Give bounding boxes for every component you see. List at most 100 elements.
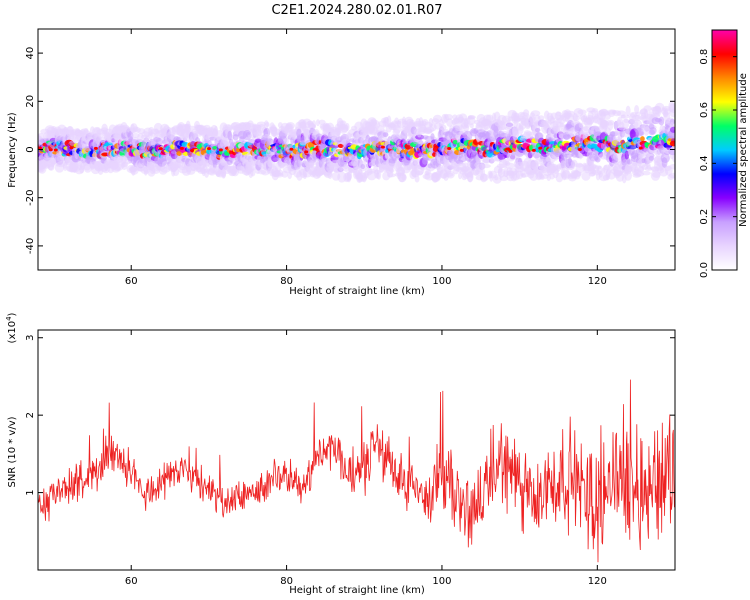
heatmap-cell: [382, 132, 389, 138]
snr-y-label: SNR (10 * v/v): [7, 416, 18, 487]
heatmap-cell: [635, 115, 640, 120]
heatmap-x-ticks: 60 80 100 120: [125, 29, 607, 287]
heatmap-cell: [247, 120, 254, 127]
heatmap-cell: [624, 150, 630, 160]
heatmap-cell: [505, 122, 514, 127]
heatmap-peak-cell: [93, 146, 98, 150]
heatmap-cell: [607, 121, 614, 131]
heatmap-peak-cell: [38, 146, 42, 150]
heatmap-cell: [265, 121, 270, 127]
snr-x-tick-label: 100: [432, 576, 451, 587]
heatmap-cell: [481, 163, 491, 169]
heatmap-cell: [648, 155, 655, 161]
heatmap-cell: [232, 134, 239, 141]
colorbar-gradient: [711, 29, 738, 271]
heatmap-cell: [524, 118, 530, 124]
heatmap-y-ticks: -40 -20 0 20 40: [25, 47, 675, 254]
heatmap-y-tick-label: -20: [25, 190, 36, 206]
heatmap-cell: [500, 120, 505, 131]
heatmap-cell: [439, 124, 447, 131]
heatmap-cell: [522, 109, 530, 117]
heatmap-cell: [481, 146, 486, 152]
heatmap-cell: [559, 123, 564, 130]
heatmap-cell: [638, 131, 645, 136]
heatmap-cell: [172, 167, 180, 177]
heatmap-cell: [462, 124, 470, 132]
colorbar-tick-label: 0.4: [699, 155, 710, 171]
heatmap-cell: [623, 118, 630, 124]
heatmap-cell: [578, 122, 584, 129]
heatmap-cell: [285, 122, 296, 130]
snr-y-ticks: 1 2 3: [25, 335, 675, 496]
heatmap-peak-cell: [638, 146, 643, 150]
heatmap-cell: [649, 127, 657, 135]
heatmap-peak-cell: [304, 150, 309, 154]
snr-frame: [37, 329, 676, 571]
heatmap-cell: [669, 126, 675, 133]
heatmap-cell: [643, 105, 652, 112]
heatmap-cell: [591, 108, 599, 113]
heatmap-x-tick-label: 120: [588, 276, 607, 287]
heatmap-cell: [375, 172, 380, 180]
snr-x-ticks: 60 80 100 120: [125, 330, 607, 587]
heatmap-cell: [283, 137, 290, 144]
heatmap-cell: [658, 116, 665, 126]
heatmap-cell: [668, 172, 675, 179]
heatmap-cell: [469, 123, 474, 129]
heatmap-blobs: [38, 101, 675, 184]
heatmap-peak-cell: [447, 146, 452, 150]
heatmap-peak-cell: [380, 145, 385, 149]
heatmap-cell: [669, 163, 675, 170]
heatmap-peak-cell: [48, 148, 53, 152]
heatmap-cell: [227, 130, 233, 141]
snr-x-tick-label: 60: [125, 576, 138, 587]
heatmap-cell: [311, 120, 317, 130]
heatmap-cell: [577, 109, 587, 115]
heatmap-cell: [389, 168, 395, 173]
heatmap-cell: [625, 105, 631, 117]
heatmap-cell: [414, 175, 420, 183]
heatmap-cell: [387, 162, 395, 170]
heatmap-cell: [511, 151, 516, 158]
heatmap-peak-cell: [459, 148, 464, 152]
heatmap-peak-cell: [577, 148, 582, 152]
heatmap-cell: [668, 146, 675, 156]
heatmap-peak-cell: [538, 146, 543, 150]
chart-title: C2E1.2024.280.02.01.R07: [271, 3, 442, 18]
snr-x-label: Height of straight line (km): [289, 585, 425, 596]
heatmap-x-tick-label: 100: [432, 276, 451, 287]
heatmap-cell: [595, 156, 601, 163]
heatmap-peak-cell: [190, 149, 195, 153]
heatmap-y-tick-label: 0: [25, 146, 36, 152]
heatmap-cell: [563, 153, 573, 158]
heatmap-y-label: Frequency (Hz): [7, 112, 18, 188]
heatmap-x-tick-label: 80: [280, 276, 293, 287]
heatmap-cell: [562, 168, 570, 179]
heatmap-cell: [387, 173, 396, 178]
heatmap-cell: [672, 154, 675, 163]
heatmap-panel: 60 80 100 120 -40 -20 0 20 40 Height of straigh…: [7, 28, 676, 297]
snr-y-tick-label: 1: [25, 489, 36, 495]
heatmap-cell: [430, 133, 435, 141]
heatmap-y-tick-label: 40: [25, 47, 36, 60]
heatmap-cell: [669, 108, 675, 118]
snr-x-tick-label: 80: [280, 576, 293, 587]
heatmap-core-cell: [640, 136, 645, 142]
heatmap-cell: [624, 170, 632, 181]
heatmap-peak-cell: [508, 149, 513, 153]
heatmap-cell: [479, 173, 489, 182]
heatmap-cell: [534, 163, 540, 172]
heatmap-cell: [532, 150, 541, 159]
heatmap-cell: [567, 128, 577, 136]
heatmap-y-tick-label: 20: [25, 95, 36, 108]
heatmap-peak-cell: [206, 147, 211, 151]
colorbar-tick-label: 0.2: [699, 209, 710, 225]
colorbar: 0.0 0.2 0.4 0.6 0.8 Normalized spectral ampl…: [699, 29, 749, 278]
heatmap-cell: [581, 171, 591, 181]
heatmap-x-tick-label: 60: [125, 276, 138, 287]
heatmap-cell: [505, 162, 515, 169]
heatmap-cell: [254, 138, 262, 144]
colorbar-label: Normalized spectral amplitude: [738, 73, 749, 227]
heatmap-cell: [315, 119, 320, 127]
